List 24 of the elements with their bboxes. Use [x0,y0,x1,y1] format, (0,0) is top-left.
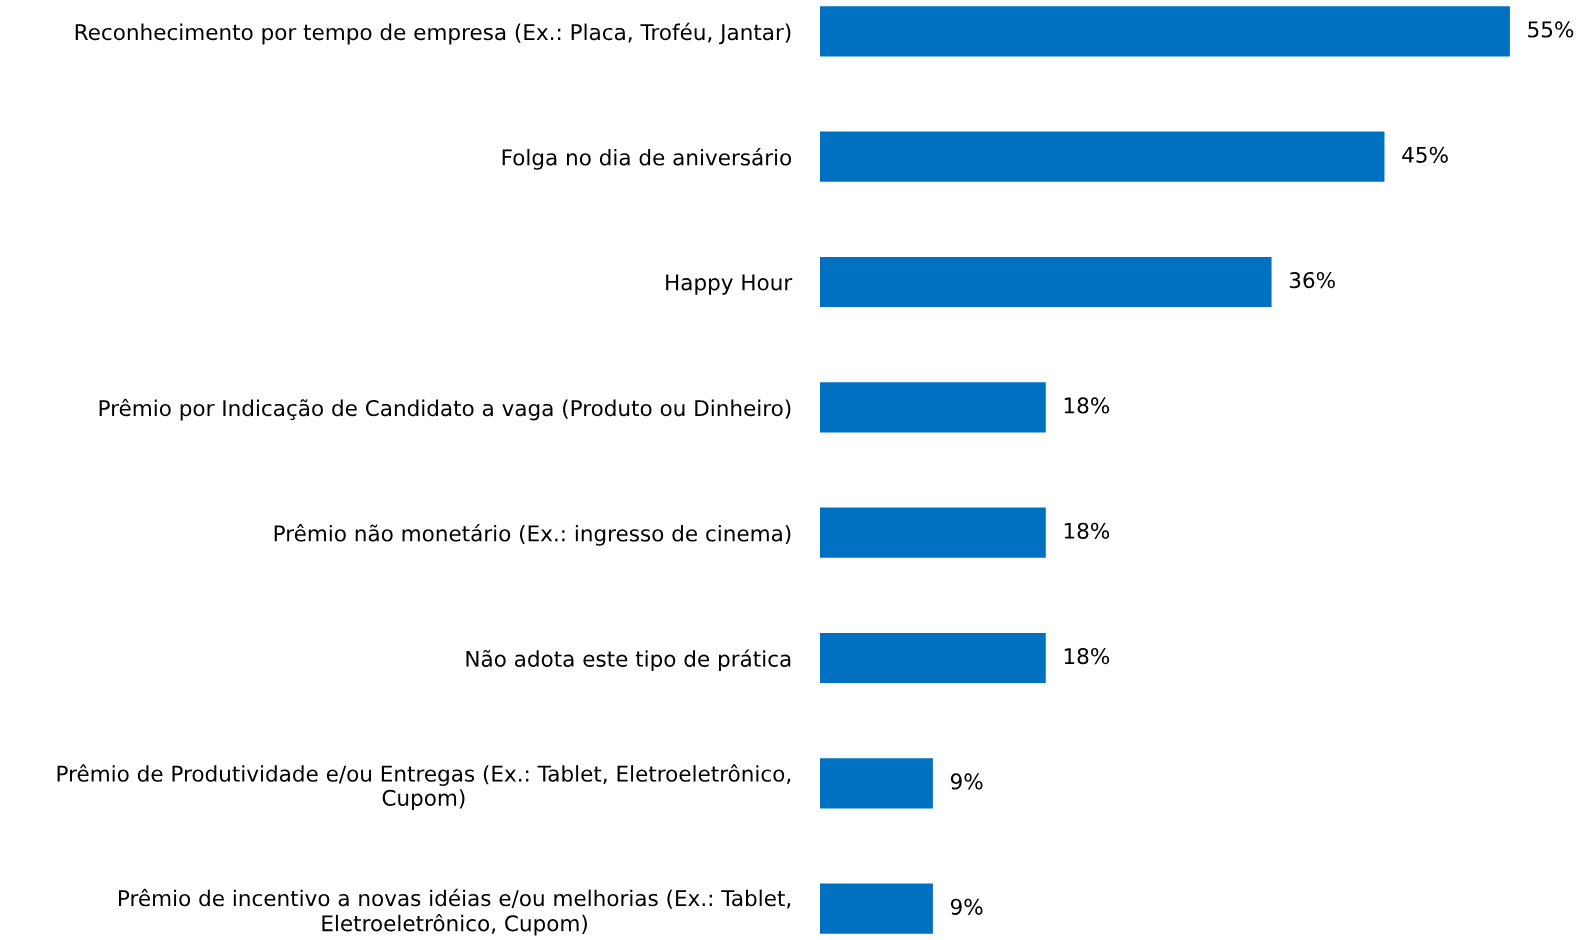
data-label: 36% [1289,271,1335,289]
data-label: 18% [1064,522,1110,539]
data-label: 18% [1064,647,1110,665]
y-tick-label: Prêmio de Produtividade e/ou Entregas (Ex.: Tablet, Eletroeletrônico, Cupom) [57,764,791,811]
bar [819,131,1385,182]
bar [819,758,933,809]
y-tick-label: Não adota este tipo de prática [466,649,791,672]
data-label: 45% [1402,146,1448,163]
bar [819,507,1046,558]
bar [819,256,1272,308]
data-label: 9% [950,773,983,790]
bar [819,6,1510,57]
y-tick-label: Reconhecimento por tempo de empresa (Ex.: Placa, Troféu, Jantar) [75,22,791,45]
y-tick-label: Prêmio não monetário (Ex.: ingresso de cinema) [274,524,791,546]
bar [819,883,933,934]
bar [819,382,1046,433]
y-tick-label: Folga no dia de aniversário [502,148,792,170]
data-label: 18% [1064,397,1110,414]
data-label: 9% [950,898,983,915]
bar [819,632,1046,684]
y-tick-label: Prêmio de incentivo a novas idéias e/ou melhorias (Ex.: Tablet, Eletroeletrônico, Cupom) [119,888,791,936]
y-tick-label: Prêmio por Indicação de Candidato a vaga (Produto ou Dinheiro) [99,398,791,421]
y-tick-label: Happy Hour [666,274,793,295]
data-label: 55% [1528,21,1574,38]
